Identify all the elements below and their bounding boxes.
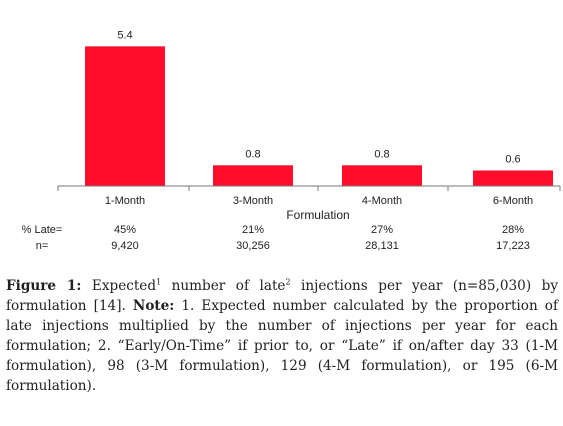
category-label: 6-Month	[493, 195, 533, 207]
caption-text-2: number of late	[161, 278, 286, 294]
bar-chart: 5.4 0.8 0.8 0.6 1-Month 3-Month 4-Month 6-Mont…	[22, 29, 561, 252]
bar-3-month	[213, 165, 293, 186]
note-label: Note:	[132, 298, 175, 314]
x-ticks-group	[57, 186, 561, 191]
bar-1-month	[85, 46, 165, 187]
table-cell: 28,131	[365, 240, 399, 252]
caption-footnote-2: 2	[285, 277, 291, 287]
table-row-values-group: 45% 21% 27% 28% 9,420 30,256 28,131 17,223	[111, 224, 530, 252]
table-cell: 17,223	[496, 240, 530, 252]
caption-footnote-1: 1	[156, 277, 162, 287]
table-row-labels-group: % Late= n=	[22, 224, 63, 252]
value-label: 0.6	[505, 153, 520, 165]
table-row-label: % Late=	[22, 224, 63, 236]
table-cell: 21%	[242, 224, 264, 236]
value-labels-group: 5.4 0.8 0.8 0.6	[117, 29, 520, 165]
caption-text-1: Expected	[81, 278, 157, 294]
figure-caption: Figure 1: Expected1 number of late2 inje…	[6, 276, 558, 396]
x-axis-title: Formulation	[286, 208, 349, 222]
table-cell: 28%	[502, 224, 524, 236]
table-cell: 9,420	[111, 240, 139, 252]
bar-6-month	[473, 170, 553, 186]
category-label: 4-Month	[362, 195, 402, 207]
value-label: 0.8	[245, 148, 260, 160]
note-text: 1. Expected number calculated by the pro…	[6, 298, 558, 394]
figure-label: Figure 1:	[6, 278, 82, 294]
table-row-label: n=	[36, 240, 49, 252]
category-label: 1-Month	[105, 195, 145, 207]
table-cell: 30,256	[236, 240, 270, 252]
bars-group	[85, 46, 553, 187]
value-label: 5.4	[117, 29, 132, 41]
table-cell: 27%	[371, 224, 393, 236]
value-label: 0.8	[374, 148, 389, 160]
bar-4-month	[342, 165, 422, 186]
caption-text-3: injections per year (n=85,030) by formul…	[6, 278, 558, 314]
category-labels-group: 1-Month 3-Month 4-Month 6-Month	[105, 195, 533, 207]
table-cell: 45%	[114, 224, 136, 236]
category-label: 3-Month	[233, 195, 273, 207]
